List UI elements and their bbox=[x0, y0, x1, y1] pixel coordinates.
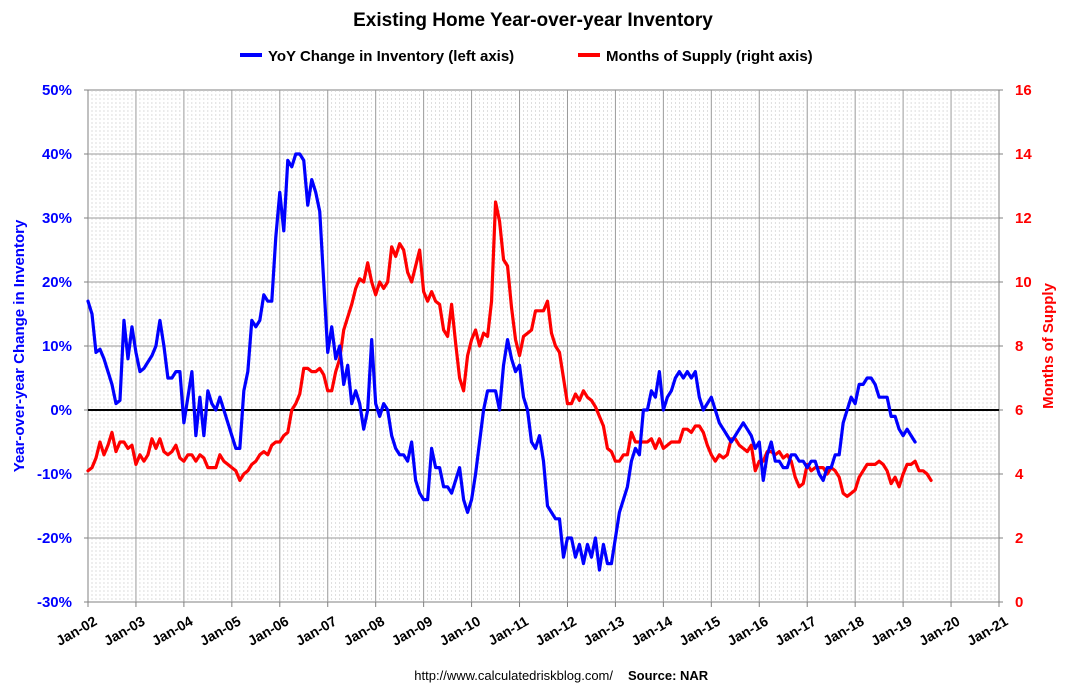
y-right-tick-label: 0 bbox=[1015, 594, 1023, 611]
y-right-tick-label: 16 bbox=[1015, 82, 1032, 99]
x-tick-label: Jan-11 bbox=[485, 613, 531, 649]
legend: YoY Change in Inventory (left axis) Mont… bbox=[240, 48, 813, 65]
major-gridlines bbox=[88, 90, 999, 602]
source-url: http://www.calculatedriskblog.com/ bbox=[414, 668, 613, 683]
x-tick-label: Jan-08 bbox=[341, 613, 388, 649]
x-tick-label: Jan-02 bbox=[53, 613, 100, 649]
x-tick-label: Jan-03 bbox=[101, 613, 148, 649]
x-tick-label: Jan-20 bbox=[916, 613, 963, 649]
y-right-tick-label: 2 bbox=[1015, 530, 1023, 547]
legend-label-yoy: YoY Change in Inventory (left axis) bbox=[268, 48, 514, 65]
legend-label-supply: Months of Supply (right axis) bbox=[606, 48, 813, 65]
y-left-tick-label: -10% bbox=[37, 466, 72, 483]
series-line-yoy-inventory bbox=[86, 152, 917, 572]
x-tick-label: Jan-05 bbox=[197, 613, 244, 649]
x-tick-label: Jan-18 bbox=[820, 613, 867, 649]
x-tick-label: Jan-07 bbox=[293, 613, 340, 649]
y-axis-right-title: Months of Supply bbox=[1040, 282, 1057, 408]
x-tick-label: Jan-06 bbox=[245, 613, 292, 649]
x-tick-label: Jan-14 bbox=[628, 613, 675, 649]
series-layer bbox=[86, 152, 933, 572]
y-right-tick-label: 12 bbox=[1015, 210, 1032, 227]
y-left-tick-label: -20% bbox=[37, 530, 72, 547]
right-axis-ticks: 0 2 4 6 8 10 12 14 16 bbox=[999, 82, 1032, 611]
y-right-tick-label: 6 bbox=[1015, 402, 1023, 419]
y-right-tick-label: 4 bbox=[1015, 466, 1024, 483]
y-right-tick-label: 10 bbox=[1015, 274, 1032, 291]
x-tick-label: Jan-21 bbox=[964, 613, 1011, 649]
left-axis-ticks: -30% -20% -10% 0% 10% 20% 30% 40% 50% bbox=[37, 82, 88, 611]
y-right-tick-label: 14 bbox=[1015, 146, 1032, 163]
x-tick-label: Jan-10 bbox=[437, 613, 484, 649]
x-tick-label: Jan-12 bbox=[533, 613, 580, 649]
x-tick-label: Jan-04 bbox=[149, 613, 196, 649]
x-tick-label: Jan-13 bbox=[581, 613, 628, 649]
y-left-tick-label: 0% bbox=[50, 402, 72, 419]
y-left-tick-label: -30% bbox=[37, 594, 72, 611]
y-left-tick-label: 50% bbox=[42, 82, 72, 99]
source-label: Source: NAR bbox=[628, 668, 709, 683]
y-right-tick-label: 8 bbox=[1015, 338, 1023, 355]
y-left-tick-label: 30% bbox=[42, 210, 72, 227]
y-left-tick-label: 10% bbox=[42, 338, 72, 355]
x-axis-ticks: Jan-02 Jan-03 Jan-04 Jan-05 Jan-06 Jan-07 Jan-… bbox=[53, 602, 1011, 649]
x-tick-label: Jan-16 bbox=[724, 613, 771, 649]
chart-title: Existing Home Year-over-year Inventory bbox=[353, 10, 713, 31]
x-tick-label: Jan-09 bbox=[389, 613, 436, 649]
y-axis-left-title: Year-over-year Change in Inventory bbox=[11, 219, 28, 472]
x-tick-label: Jan-17 bbox=[772, 613, 819, 649]
x-tick-label: Jan-15 bbox=[676, 613, 723, 649]
y-left-tick-label: 20% bbox=[42, 274, 72, 291]
x-tick-label: Jan-19 bbox=[868, 613, 915, 649]
y-left-tick-label: 40% bbox=[42, 146, 72, 163]
